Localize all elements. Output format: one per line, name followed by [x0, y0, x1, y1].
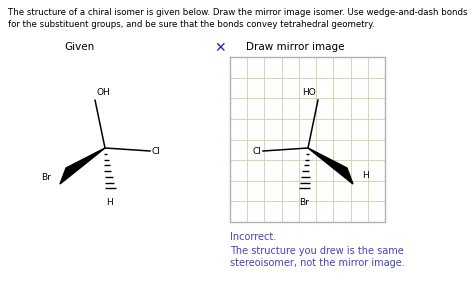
Text: Br: Br	[299, 198, 309, 207]
Polygon shape	[60, 148, 105, 184]
Text: HO: HO	[302, 88, 316, 97]
Text: ✕: ✕	[214, 41, 226, 55]
Polygon shape	[308, 148, 353, 184]
Text: Cl: Cl	[152, 147, 161, 156]
Text: H: H	[362, 171, 369, 181]
Text: Incorrect.: Incorrect.	[230, 232, 276, 242]
Text: The structure you drew is the same
stereoisomer, not the mirror image.: The structure you drew is the same stere…	[230, 246, 405, 268]
Text: for the substituent groups, and be sure that the bonds convey tetrahedral geomet: for the substituent groups, and be sure …	[8, 20, 374, 29]
Text: Cl: Cl	[252, 147, 261, 156]
Text: Draw mirror image: Draw mirror image	[246, 42, 344, 52]
Text: H: H	[107, 198, 113, 207]
Text: The structure of a chiral isomer is given below. Draw the mirror image isomer. U: The structure of a chiral isomer is give…	[8, 8, 467, 17]
Text: Given: Given	[65, 42, 95, 52]
Text: OH: OH	[97, 88, 111, 97]
Text: Br: Br	[41, 173, 51, 183]
